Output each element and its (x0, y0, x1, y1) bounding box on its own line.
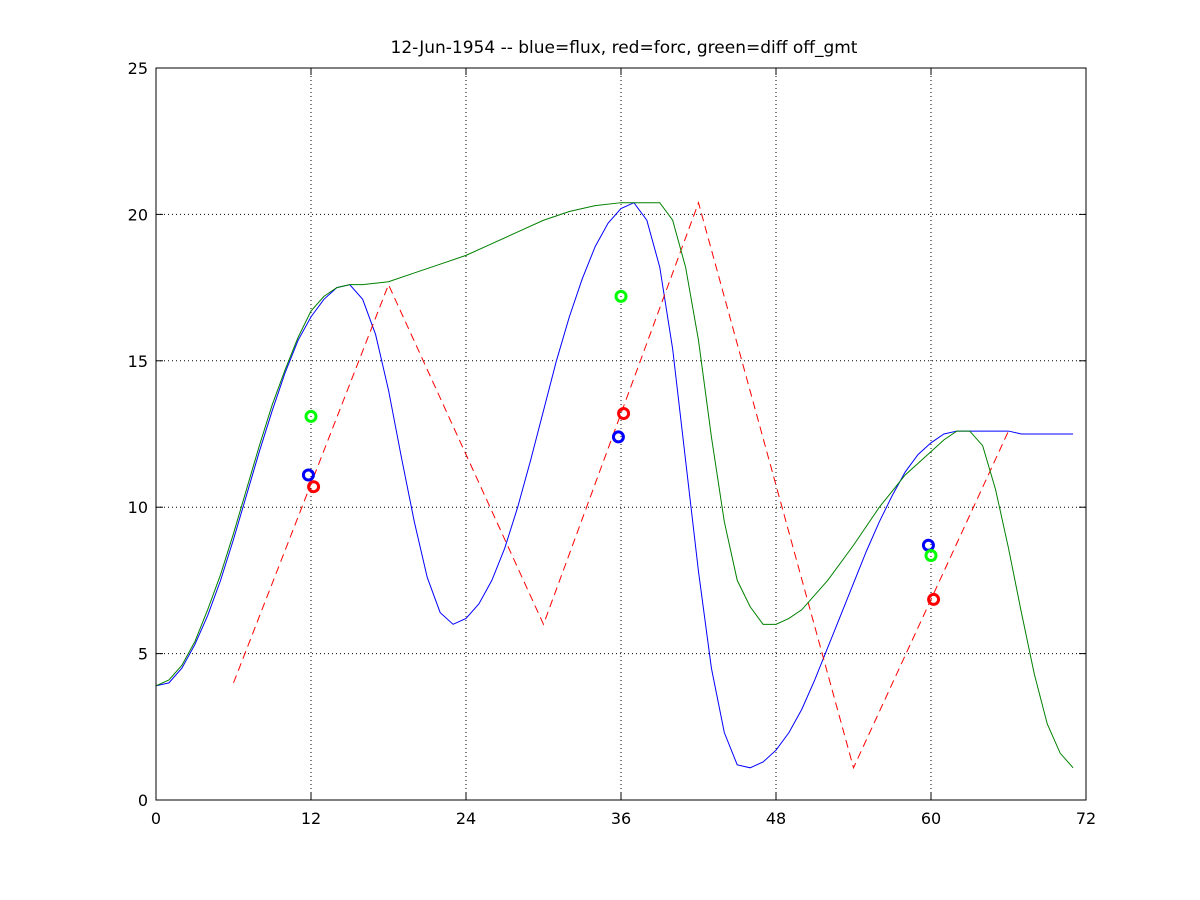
axes: 0 12 24 36 48 60 72 0 5 10 15 20 25 (128, 59, 1097, 828)
y-tick-label: 15 (128, 352, 148, 371)
data-marker (617, 407, 631, 421)
series-group (155, 201, 1074, 770)
y-tick-label: 0 (138, 791, 148, 810)
y-tick-label: 10 (128, 498, 148, 517)
y-tick-label: 25 (128, 59, 148, 78)
data-marker (304, 409, 318, 423)
chart-title: 12-Jun-1954 -- blue=flux, red=forc, gree… (391, 38, 858, 58)
data-marker (611, 430, 625, 444)
series-line-2 (233, 201, 1009, 770)
data-marker (301, 468, 315, 482)
data-marker (614, 289, 628, 303)
y-tick-label: 20 (128, 205, 148, 224)
x-tick-label: 60 (921, 809, 941, 828)
series-line-3 (155, 202, 1074, 769)
grid (156, 68, 1086, 800)
x-tick-label: 24 (456, 809, 476, 828)
x-tick-label: 36 (611, 809, 631, 828)
marker-group (301, 289, 941, 606)
x-tick-label: 72 (1076, 809, 1096, 828)
data-marker (307, 480, 321, 494)
data-marker (927, 592, 941, 606)
data-marker (924, 549, 938, 563)
x-tick-label: 12 (301, 809, 321, 828)
y-tick-label: 5 (138, 645, 148, 664)
x-tick-label: 48 (766, 809, 786, 828)
x-tick-label: 0 (151, 809, 161, 828)
series-line-1 (155, 202, 1074, 769)
